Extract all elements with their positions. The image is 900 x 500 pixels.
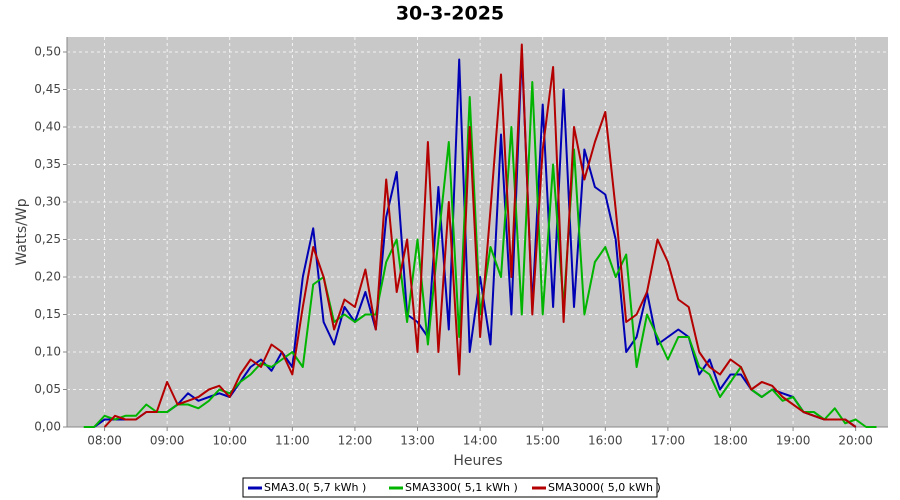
x-tick-label: 09:00	[150, 434, 185, 448]
x-tick-label: 15:00	[525, 434, 560, 448]
legend	[242, 477, 658, 498]
x-tick-label: 13:00	[400, 434, 435, 448]
x-tick-label: 08:00	[87, 434, 122, 448]
y-tick-label: 0,35	[34, 157, 61, 171]
x-tick-label: 12:00	[338, 434, 373, 448]
y-tick-label: 0,45	[34, 82, 61, 96]
y-tick-label: 0,20	[34, 270, 61, 284]
y-tick-label: 0,05	[34, 382, 61, 396]
plot-area	[67, 37, 888, 427]
x-tick-label: 11:00	[275, 434, 310, 448]
x-tick-label: 10:00	[212, 434, 247, 448]
y-tick-label: 0,25	[34, 232, 61, 246]
x-tick-label: 14:00	[463, 434, 498, 448]
x-tick-label: 17:00	[651, 434, 686, 448]
legend-label: SMA3000( 5,0 kWh )	[548, 481, 661, 494]
legend-label: SMA3300( 5,1 kWh )	[405, 481, 518, 494]
chart-title: 30-3-2025	[396, 3, 504, 25]
series-line	[103, 43, 857, 428]
x-tick-label: 19:00	[776, 434, 811, 448]
x-axis-label: Heures	[453, 453, 502, 469]
x-tick-label: 20:00	[838, 434, 873, 448]
series-line	[93, 51, 857, 428]
legend-label: SMA3.0( 5,7 kWh )	[264, 481, 366, 494]
x-tick-label: 18:00	[713, 434, 748, 448]
y-tick-label: 0,10	[34, 345, 61, 359]
y-tick-label: 0,00	[34, 420, 61, 434]
y-tick-label: 0,15	[34, 307, 61, 321]
y-tick-label: 0,40	[34, 120, 61, 134]
y-tick-label: 0,50	[34, 45, 61, 59]
y-axis-label: Watts/Wp	[14, 198, 30, 265]
y-tick-label: 0,30	[34, 195, 61, 209]
x-tick-label: 16:00	[588, 434, 623, 448]
